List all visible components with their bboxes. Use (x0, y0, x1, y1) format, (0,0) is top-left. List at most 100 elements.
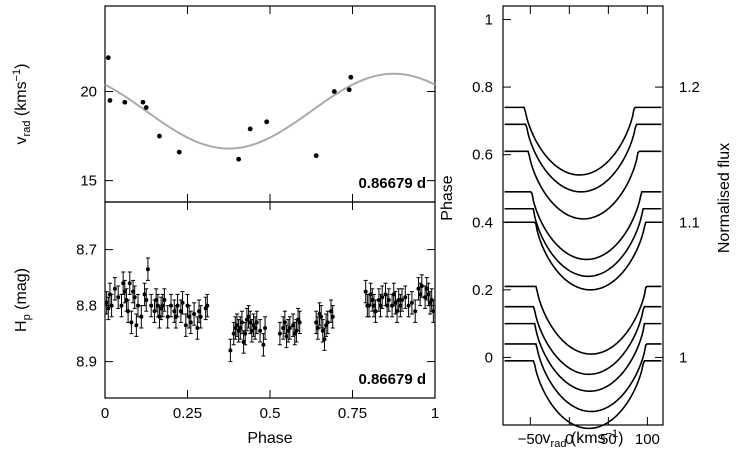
rv-data-point (313, 153, 319, 159)
lpv-line-profile (504, 343, 662, 413)
hp-data-point (380, 295, 385, 300)
lpv-line-profile (504, 106, 662, 176)
hp-data-point (231, 331, 236, 336)
hp-data-point (149, 303, 154, 308)
hp-data-point (197, 309, 202, 314)
hp-data-point (282, 320, 287, 325)
rv-y-axis-title: vrad (kms−1) (11, 64, 33, 145)
hp-data-point (129, 320, 134, 325)
hp-period-annotation: 0.86679 d (358, 371, 426, 388)
hp-data-point (320, 328, 325, 333)
hp-data-point (139, 314, 144, 319)
hp-data-point (330, 314, 335, 319)
hp-data-point (157, 314, 162, 319)
hp-data-point (281, 326, 286, 330)
hp-data-point (248, 320, 253, 325)
hp-data-point (198, 314, 203, 319)
hp-data-point (241, 340, 246, 344)
hp-data-point (406, 303, 411, 308)
rv-data-point (143, 105, 149, 110)
hp-data-point (126, 309, 131, 314)
hp-data-point (104, 300, 109, 305)
hp-data-point (378, 303, 383, 308)
lpv-right-axis-title: Normalised flux (716, 143, 733, 253)
hp-data-point (253, 326, 258, 330)
hp-data-point (385, 303, 390, 308)
lpv-x-tick-label: −50 (518, 431, 543, 448)
rv-y-tick-label: 20 (80, 84, 97, 101)
hp-data-point (188, 320, 193, 325)
rv-data-point (122, 99, 128, 105)
hp-data-point (192, 312, 197, 316)
hp-data-point (329, 309, 334, 314)
hp-data-point (235, 323, 239, 328)
rv-panel-frame (104, 5, 436, 203)
lpv-line-profile (504, 305, 662, 376)
hp-data-point (315, 326, 320, 330)
hp-data-point (136, 303, 140, 308)
hp-data-point (165, 314, 170, 319)
hp-data-point (373, 309, 378, 314)
hp-data-point (431, 309, 436, 314)
hp-data-point (145, 267, 150, 272)
hp-data-point (426, 292, 431, 297)
hp-y-tick-label: 8.9 (76, 354, 97, 371)
lpv-line-profile (504, 322, 662, 393)
hp-data-point (142, 292, 147, 297)
hp-data-point (195, 326, 200, 330)
lpv-flux-tick-label: 1.2 (679, 79, 700, 96)
hp-data-point (106, 306, 111, 311)
lpv-left-axis-title: Phase (439, 175, 456, 220)
hp-data-point (132, 295, 137, 300)
hp-x-tick-label: 0.5 (260, 405, 281, 422)
hp-data-point (393, 300, 398, 305)
rv-data-point (176, 149, 182, 155)
hp-data-point (205, 303, 210, 308)
hp-data-point (400, 298, 404, 302)
rv-y-tick-label: 15 (80, 173, 97, 190)
hp-data-point (409, 300, 414, 305)
hp-data-point (180, 300, 185, 305)
hp-data-point (371, 303, 376, 308)
hp-data-point (391, 292, 396, 297)
hp-data-point (418, 292, 423, 297)
lpv-phase-tick-label: 0.6 (472, 147, 493, 164)
lpv-phase-tick-label: 0.2 (472, 282, 493, 299)
lpv-line-profile (504, 285, 662, 355)
lpv-line-profile (504, 221, 662, 291)
hp-data-point (416, 286, 421, 291)
hp-data-point (258, 328, 263, 333)
hp-y-tick-label: 8.8 (76, 298, 97, 315)
hp-data-point (243, 331, 248, 336)
hp-data-point (254, 320, 259, 325)
lpv-x-tick-label: 50 (600, 431, 617, 448)
hp-data-point (178, 309, 183, 314)
rv-data-point (346, 87, 352, 93)
hp-data-point (239, 320, 244, 325)
hp-x-tick-label: 0.75 (338, 405, 367, 422)
hp-x-tick-label: 0.25 (173, 405, 202, 422)
hp-data-point (154, 298, 159, 302)
hp-data-point (249, 328, 254, 333)
hp-data-point (419, 284, 424, 288)
hp-data-point (122, 289, 127, 294)
hp-data-point (284, 334, 289, 339)
hp-data-point (175, 303, 180, 308)
hp-data-point (277, 331, 282, 336)
hp-data-point (263, 326, 268, 330)
rv-data-point (264, 119, 270, 125)
rv-data-point (105, 55, 111, 61)
hp-data-point (424, 286, 429, 291)
lpv-line-profile (504, 150, 662, 220)
rv-data-point (157, 133, 162, 139)
hp-y-tick-label: 8.7 (76, 242, 97, 259)
hp-data-point (172, 309, 177, 314)
lpv-phase-tick-label: 1 (485, 12, 493, 29)
rv-data-point (331, 89, 337, 94)
lpv-line-profile (504, 207, 662, 278)
hp-x-tick-label: 0 (101, 405, 109, 422)
hp-data-point (160, 303, 165, 308)
hp-data-point (363, 289, 368, 294)
